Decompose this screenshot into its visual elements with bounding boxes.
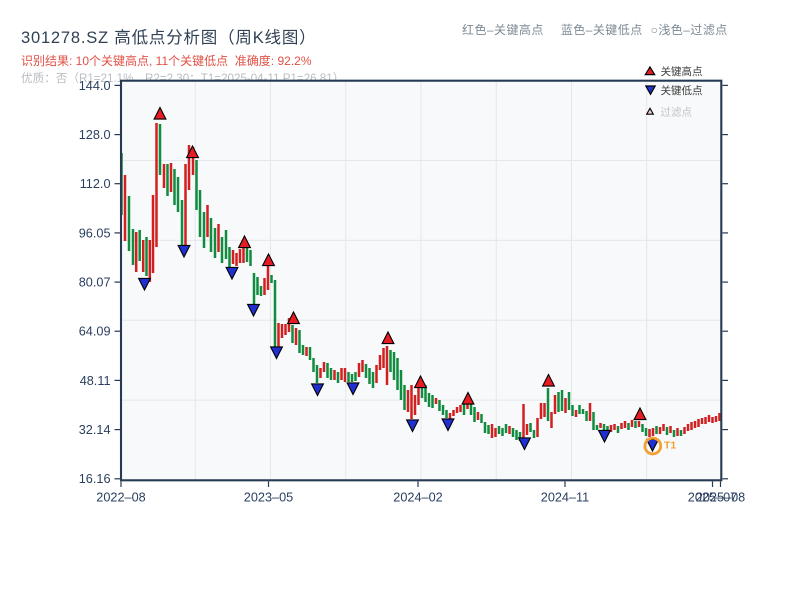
svg-text:112.0: 112.0: [80, 177, 111, 191]
svg-text:2025–07: 2025–07: [688, 491, 737, 505]
svg-text:2025–08: 2025–08: [696, 491, 745, 505]
svg-text:144.0: 144.0: [79, 79, 111, 93]
svg-text:2024–11: 2024–11: [541, 491, 589, 505]
svg-text:80.07: 80.07: [79, 276, 111, 290]
svg-text:96.05: 96.05: [79, 226, 111, 240]
svg-text:128.0: 128.0: [79, 128, 111, 142]
svg-text:关键低点: 关键低点: [661, 84, 703, 97]
svg-text:2024–02: 2024–02: [393, 491, 442, 505]
svg-text:16.16: 16.16: [79, 472, 111, 486]
svg-text:T1: T1: [664, 440, 676, 452]
svg-text:过滤点: 过滤点: [661, 106, 693, 119]
svg-text:32.14: 32.14: [79, 423, 111, 437]
svg-text:2022–08: 2022–08: [96, 491, 145, 505]
svg-text:48.11: 48.11: [80, 374, 111, 388]
svg-text:64.09: 64.09: [79, 325, 111, 339]
svg-text:2023–05: 2023–05: [244, 491, 293, 505]
svg-text:关键高点: 关键高点: [661, 65, 703, 78]
